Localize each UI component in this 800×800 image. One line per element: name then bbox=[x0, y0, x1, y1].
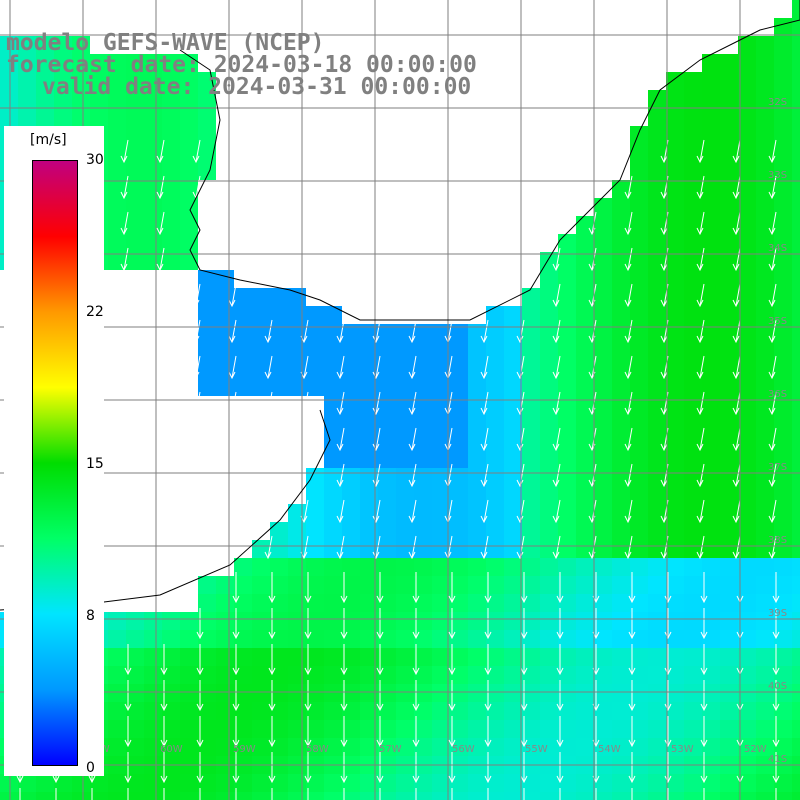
lat-label: 32S bbox=[768, 97, 787, 108]
coastline-north bbox=[179, 0, 800, 321]
lat-label: 41S bbox=[768, 754, 787, 765]
colorbar-tick-8: 8 bbox=[86, 608, 95, 624]
lat-label: 38S bbox=[768, 535, 787, 546]
lat-label: 36S bbox=[768, 389, 787, 400]
lon-label: 55W bbox=[525, 744, 548, 755]
lat-label: 34S bbox=[768, 243, 787, 254]
colorbar-tick-22: 22 bbox=[86, 304, 104, 320]
lon-label: 52W bbox=[744, 744, 767, 755]
lon-label: 56W bbox=[452, 744, 475, 755]
colorbar-unit: [m/s] bbox=[30, 132, 67, 148]
forecast-date: forecast date: 2024-03-18 00:00:00 bbox=[6, 52, 477, 78]
lat-label: 39S bbox=[768, 608, 787, 619]
colorbar-tick-30: 30 bbox=[86, 152, 104, 168]
lon-label: 59W bbox=[233, 744, 256, 755]
lon-label: 60W bbox=[160, 744, 183, 755]
colorbar-tick-15: 15 bbox=[86, 456, 104, 472]
lon-label: 54W bbox=[598, 744, 621, 755]
model-title: modelo GEFS-WAVE (NCEP) bbox=[6, 30, 325, 56]
lat-label: 35S bbox=[768, 316, 787, 327]
lat-label: 40S bbox=[768, 681, 787, 692]
lat-label: 33S bbox=[768, 170, 787, 181]
colorbar bbox=[32, 160, 78, 766]
lon-label: 53W bbox=[671, 744, 694, 755]
lat-label: 37S bbox=[768, 462, 787, 473]
lon-label: 57W bbox=[379, 744, 402, 755]
valid-date: valid date: 2024-03-31 00:00:00 bbox=[42, 74, 472, 100]
lon-label: 58W bbox=[306, 744, 329, 755]
colorbar-tick-0: 0 bbox=[86, 760, 95, 776]
